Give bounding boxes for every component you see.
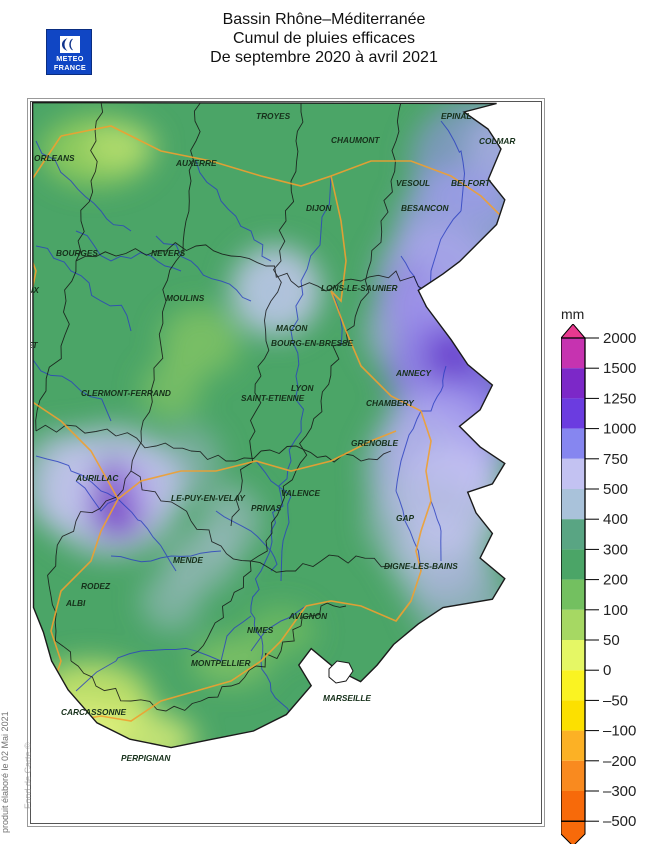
svg-text:300: 300 bbox=[603, 541, 628, 558]
svg-text:50: 50 bbox=[603, 632, 620, 649]
svg-text:1500: 1500 bbox=[603, 360, 636, 377]
svg-text:–100: –100 bbox=[603, 723, 636, 740]
svg-text:–300: –300 bbox=[603, 783, 636, 800]
svg-text:GAP: GAP bbox=[396, 513, 414, 523]
svg-text:AUROUX: AUROUX bbox=[31, 285, 39, 295]
svg-text:BOURG-EN-BRESSE: BOURG-EN-BRESSE bbox=[271, 338, 354, 348]
svg-text:1250: 1250 bbox=[603, 390, 636, 407]
svg-text:PRIVAS: PRIVAS bbox=[251, 503, 282, 513]
svg-text:NIMES: NIMES bbox=[247, 625, 274, 635]
svg-text:ALBI: ALBI bbox=[65, 598, 86, 608]
svg-text:–500: –500 bbox=[603, 813, 636, 830]
svg-text:DIJON: DIJON bbox=[306, 203, 332, 213]
svg-text:LONS-LE-SAUNIER: LONS-LE-SAUNIER bbox=[321, 283, 398, 293]
svg-text:BOURGES: BOURGES bbox=[56, 248, 98, 258]
svg-text:PERPIGNAN: PERPIGNAN bbox=[121, 753, 171, 763]
svg-text:AVIGNON: AVIGNON bbox=[288, 611, 328, 621]
svg-text:NEVERS: NEVERS bbox=[151, 248, 186, 258]
svg-text:AURILLAC: AURILLAC bbox=[75, 473, 119, 483]
svg-text:VALENCE: VALENCE bbox=[281, 488, 320, 498]
svg-text:MOULINS: MOULINS bbox=[166, 293, 205, 303]
svg-text:AUXERRE: AUXERRE bbox=[175, 158, 217, 168]
svg-text:MONTPELLIER: MONTPELLIER bbox=[191, 658, 250, 668]
svg-text:200: 200 bbox=[603, 572, 628, 589]
svg-text:BESANCON: BESANCON bbox=[401, 203, 449, 213]
svg-text:CARCASSONNE: CARCASSONNE bbox=[61, 707, 126, 717]
svg-text:BELFORT: BELFORT bbox=[451, 178, 491, 188]
svg-text:RODEZ: RODEZ bbox=[81, 581, 111, 591]
svg-text:MACON: MACON bbox=[276, 323, 308, 333]
svg-text:MARSEILLE: MARSEILLE bbox=[323, 693, 371, 703]
svg-text:2000: 2000 bbox=[603, 330, 636, 347]
svg-text:100: 100 bbox=[603, 602, 628, 619]
svg-text:SAINT-ETIENNE: SAINT-ETIENNE bbox=[241, 393, 305, 403]
svg-text:VESOUL: VESOUL bbox=[396, 178, 430, 188]
svg-text:EPINAL: EPINAL bbox=[441, 111, 471, 121]
svg-text:CHAUMONT: CHAUMONT bbox=[331, 135, 380, 145]
svg-text:MENDE: MENDE bbox=[173, 555, 203, 565]
svg-text:DIGNE-LES-BAINS: DIGNE-LES-BAINS bbox=[384, 561, 458, 571]
svg-text:LYON: LYON bbox=[291, 383, 314, 393]
svg-text:–200: –200 bbox=[603, 753, 636, 770]
svg-text:LE-PUY-EN-VELAY: LE-PUY-EN-VELAY bbox=[171, 493, 246, 503]
svg-text:TROYES: TROYES bbox=[256, 111, 291, 121]
svg-text:1000: 1000 bbox=[603, 421, 636, 438]
svg-text:CHAMBERY: CHAMBERY bbox=[366, 398, 415, 408]
svg-text:GUERET: GUERET bbox=[31, 340, 39, 350]
svg-text:400: 400 bbox=[603, 511, 628, 528]
svg-text:0: 0 bbox=[603, 662, 611, 679]
svg-text:CLERMONT-FERRAND: CLERMONT-FERRAND bbox=[81, 388, 171, 398]
svg-text:–50: –50 bbox=[603, 692, 628, 709]
svg-text:GRENOBLE: GRENOBLE bbox=[351, 438, 398, 448]
svg-text:750: 750 bbox=[603, 451, 628, 468]
svg-text:ANNECY: ANNECY bbox=[395, 368, 433, 378]
svg-text:ORLEANS: ORLEANS bbox=[34, 153, 75, 163]
svg-text:COLMAR: COLMAR bbox=[479, 136, 515, 146]
svg-text:500: 500 bbox=[603, 481, 628, 498]
